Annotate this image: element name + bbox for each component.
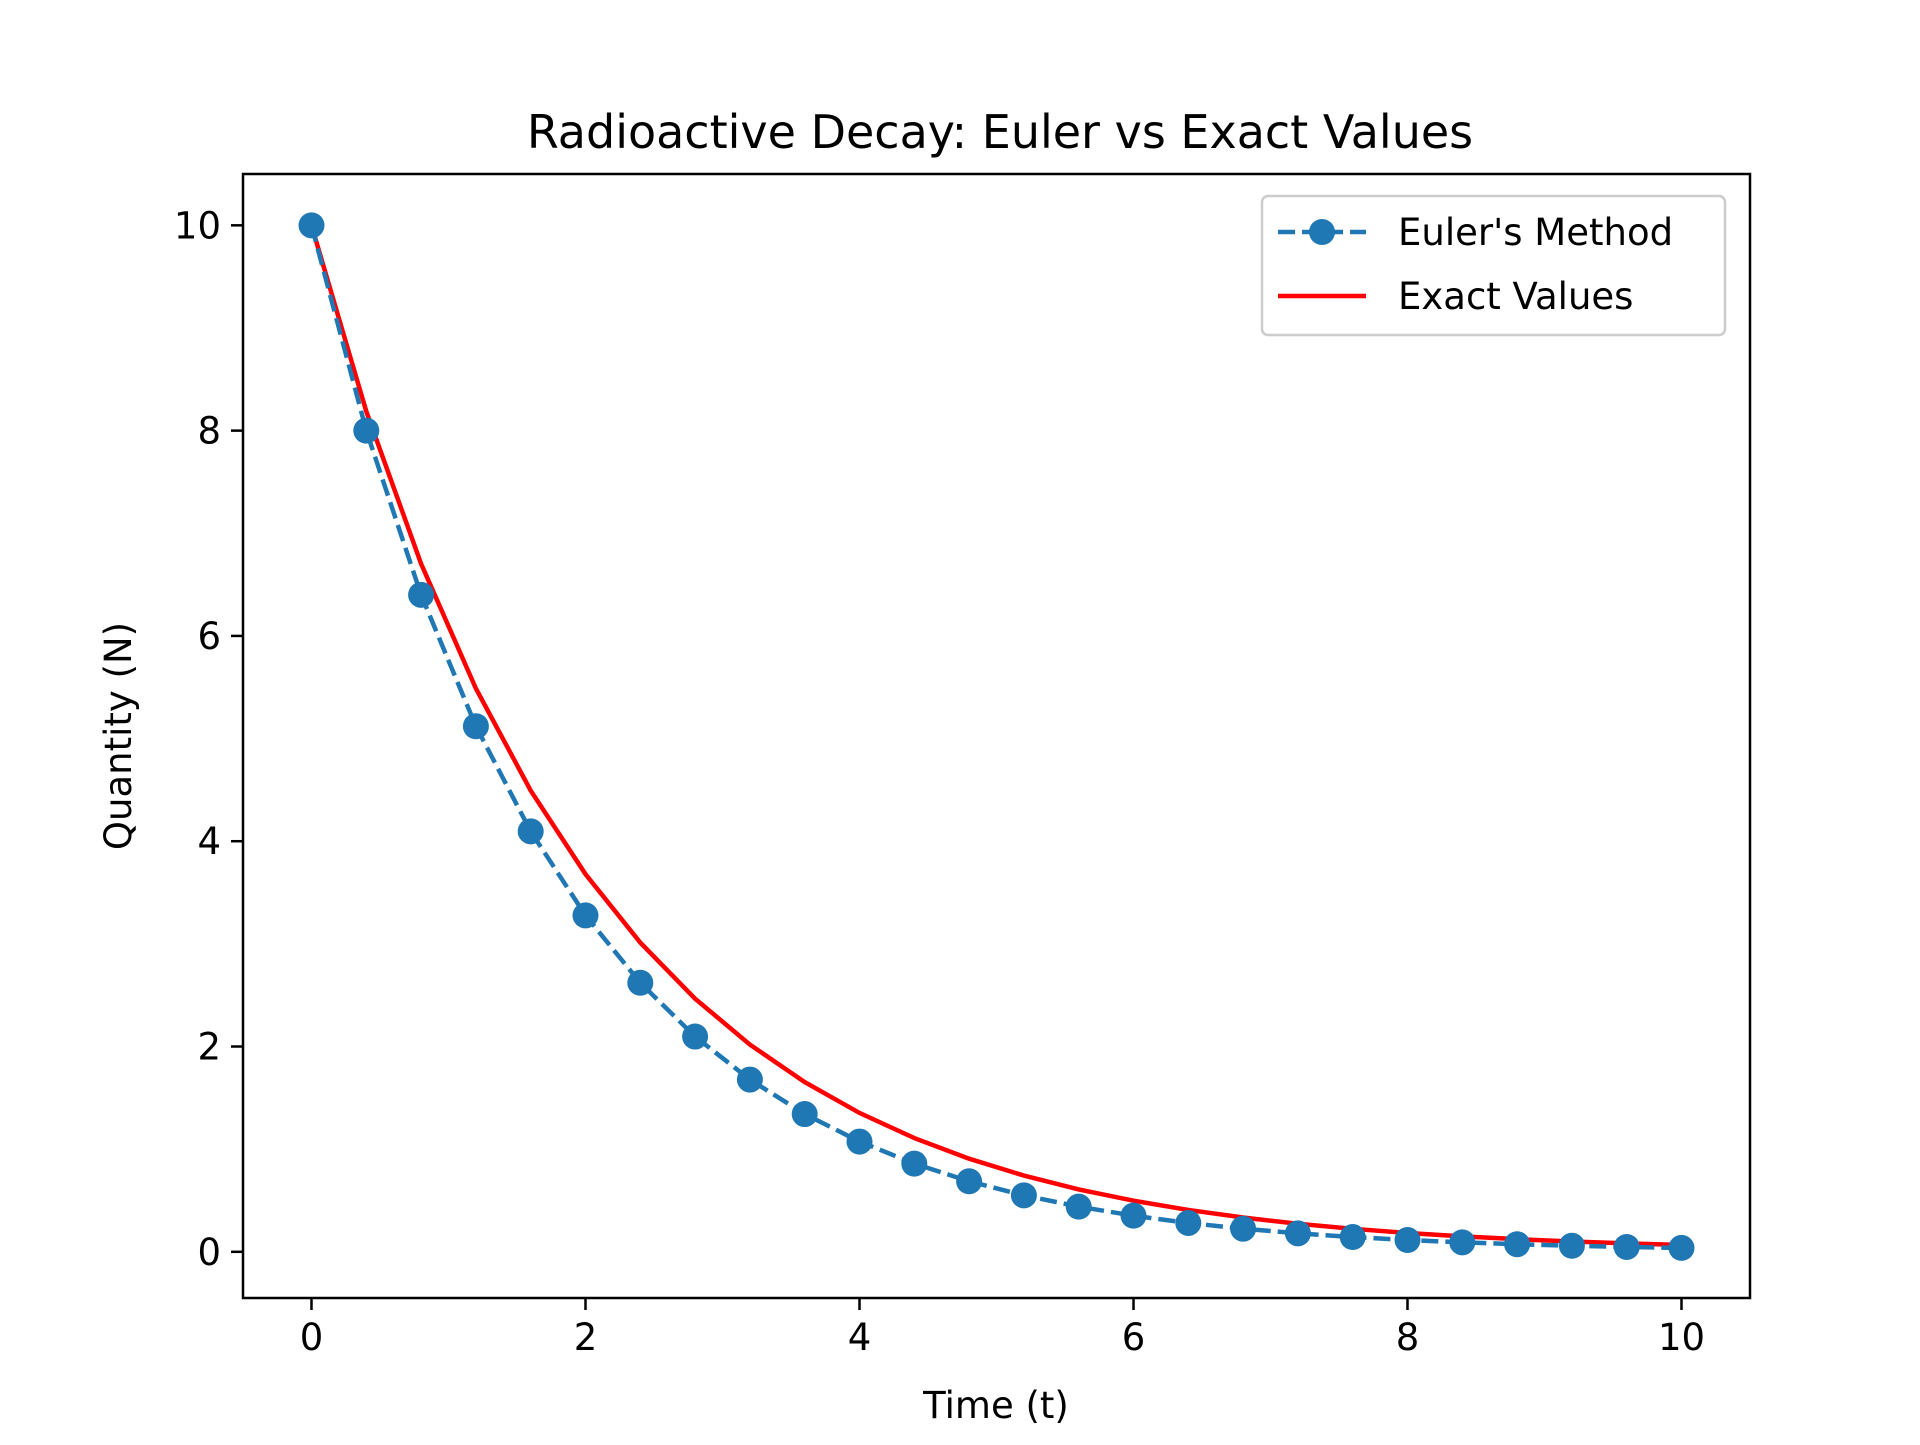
data-point (353, 417, 380, 444)
y-tick-label: 2 (197, 1026, 221, 1069)
y-tick-label: 0 (197, 1231, 221, 1274)
data-point (572, 902, 599, 929)
data-point (736, 1066, 763, 1093)
y-tick-label: 6 (197, 615, 221, 658)
x-tick-label: 10 (1658, 1316, 1705, 1359)
y-tick-label: 8 (197, 410, 221, 453)
legend-label: Euler's Method (1398, 211, 1673, 254)
legend-box (1260, 194, 1727, 337)
data-point (1504, 1231, 1531, 1258)
chart-title: Radioactive Decay: Euler vs Exact Values (527, 105, 1473, 159)
data-point (1230, 1215, 1257, 1242)
y-axis: 0 2 4 6 8 10 (174, 204, 243, 1274)
x-tick-label: 4 (848, 1316, 872, 1359)
x-tick-label: 8 (1396, 1316, 1420, 1359)
legend-swatch-marker (1309, 219, 1335, 245)
data-point (1284, 1220, 1311, 1247)
x-tick-label: 6 (1122, 1316, 1146, 1359)
data-point (1339, 1224, 1366, 1251)
data-point (408, 581, 435, 608)
data-point (1120, 1202, 1147, 1229)
data-point (1065, 1193, 1092, 1220)
data-point (1175, 1209, 1202, 1236)
data-point (1558, 1232, 1585, 1259)
plot-area (298, 212, 1695, 1261)
data-point (791, 1101, 818, 1128)
legend-label: Exact Values (1398, 275, 1633, 318)
x-axis-title: Time (t) (922, 1384, 1069, 1427)
data-point (1010, 1182, 1037, 1209)
data-point (956, 1168, 983, 1195)
x-axis: 0 2 4 6 8 10 (300, 1298, 1705, 1359)
data-point (298, 212, 325, 239)
data-point (901, 1150, 928, 1177)
legend: Euler's Method Exact Values (1260, 194, 1727, 337)
y-tick-label: 10 (174, 204, 221, 247)
data-point (1613, 1233, 1640, 1260)
data-point (462, 713, 489, 740)
y-axis-title: Quantity (N) (97, 622, 140, 850)
data-point (627, 969, 654, 996)
data-point (846, 1128, 873, 1155)
x-tick-label: 0 (300, 1316, 324, 1359)
axes-frame (241, 172, 1752, 1300)
data-point (1449, 1229, 1476, 1256)
data-point (682, 1023, 709, 1050)
data-point (517, 818, 544, 845)
data-point (1668, 1234, 1695, 1261)
y-tick-label: 4 (197, 820, 221, 863)
x-tick-label: 2 (574, 1316, 598, 1359)
data-point (1394, 1227, 1421, 1254)
